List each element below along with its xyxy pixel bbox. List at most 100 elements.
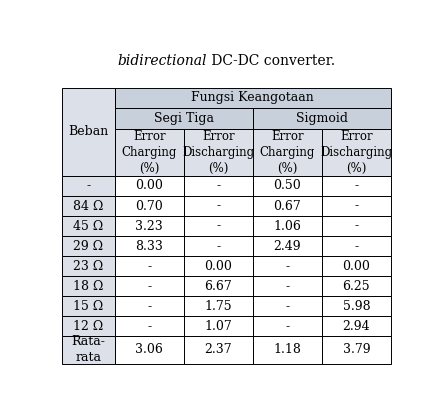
Bar [322, 196, 391, 216]
Text: -: - [285, 320, 290, 333]
Text: 3.06: 3.06 [135, 344, 163, 356]
Bar [115, 129, 184, 176]
Text: Error
Charging
(%): Error Charging (%) [122, 130, 177, 175]
Bar [62, 316, 115, 336]
Bar [322, 129, 391, 176]
Text: -: - [216, 220, 221, 233]
Bar [184, 256, 253, 276]
Text: 12 Ω: 12 Ω [73, 320, 103, 333]
Bar [322, 276, 391, 296]
Bar [184, 129, 253, 176]
Text: 2.49: 2.49 [274, 240, 301, 253]
Bar [322, 296, 391, 316]
Text: 1.18: 1.18 [274, 344, 301, 356]
Text: 0.00: 0.00 [343, 260, 370, 273]
Bar [115, 87, 391, 108]
Bar [115, 236, 184, 256]
Text: -: - [285, 260, 290, 273]
Bar [62, 216, 115, 236]
Text: -: - [285, 300, 290, 313]
Text: 0.00: 0.00 [204, 260, 232, 273]
Bar [253, 296, 322, 316]
Text: Error
Charging
(%): Error Charging (%) [259, 130, 315, 175]
Text: -: - [86, 180, 91, 192]
Text: Error
Discharging
(%): Error Discharging (%) [320, 130, 392, 175]
Text: -: - [216, 180, 221, 192]
Text: 45 Ω: 45 Ω [73, 220, 103, 233]
Text: Beban: Beban [68, 125, 109, 138]
Text: -: - [354, 220, 358, 233]
Bar [62, 87, 115, 176]
Text: Error
Discharging
(%): Error Discharging (%) [182, 130, 254, 175]
Text: Fungsi Keangotaan: Fungsi Keangotaan [191, 91, 314, 104]
Text: Segi Tiga: Segi Tiga [154, 112, 214, 125]
Text: bidirectional: bidirectional [118, 54, 207, 68]
Bar [62, 276, 115, 296]
Bar [253, 316, 322, 336]
Bar [115, 316, 184, 336]
Text: 6.67: 6.67 [205, 280, 232, 293]
Text: 0.70: 0.70 [135, 199, 163, 213]
Bar [322, 176, 391, 196]
Text: 0.67: 0.67 [274, 199, 301, 213]
Text: bidirectional DC-DC converter.: bidirectional DC-DC converter. [118, 54, 335, 68]
Bar [62, 256, 115, 276]
Bar [253, 276, 322, 296]
Text: 84 Ω: 84 Ω [73, 199, 103, 213]
Text: 1.07: 1.07 [205, 320, 232, 333]
Bar [115, 256, 184, 276]
Text: 5.98: 5.98 [343, 300, 370, 313]
Bar [184, 296, 253, 316]
Bar [62, 176, 115, 196]
Text: 1.75: 1.75 [205, 300, 232, 313]
Bar [115, 276, 184, 296]
Bar [322, 216, 391, 236]
Text: 23 Ω: 23 Ω [73, 260, 103, 273]
Text: 1.06: 1.06 [274, 220, 301, 233]
Text: 6.25: 6.25 [343, 280, 370, 293]
Bar [184, 316, 253, 336]
Text: 0.50: 0.50 [274, 180, 301, 192]
Text: 29 Ω: 29 Ω [73, 240, 103, 253]
Bar [253, 196, 322, 216]
Text: -: - [147, 280, 151, 293]
Text: 8.33: 8.33 [135, 240, 163, 253]
Bar [115, 176, 184, 196]
Bar [253, 216, 322, 236]
Bar [62, 236, 115, 256]
Text: 3.79: 3.79 [343, 344, 370, 356]
Bar [322, 236, 391, 256]
Bar [184, 176, 253, 196]
Text: 2.37: 2.37 [205, 344, 232, 356]
Bar [322, 316, 391, 336]
Text: -: - [354, 180, 358, 192]
Bar [62, 196, 115, 216]
Text: -: - [354, 240, 358, 253]
Text: -: - [216, 199, 221, 213]
Text: -: - [147, 320, 151, 333]
Bar [253, 336, 322, 363]
Bar [184, 336, 253, 363]
Text: 15 Ω: 15 Ω [73, 300, 103, 313]
Text: -: - [285, 280, 290, 293]
Bar [62, 296, 115, 316]
Text: 0.00: 0.00 [135, 180, 163, 192]
Text: -: - [216, 240, 221, 253]
Bar [115, 196, 184, 216]
Text: -: - [147, 260, 151, 273]
Bar [253, 236, 322, 256]
Bar [62, 336, 115, 363]
Text: 3.23: 3.23 [135, 220, 163, 233]
Bar [253, 176, 322, 196]
Bar [184, 216, 253, 236]
Bar [253, 256, 322, 276]
Bar [115, 108, 253, 129]
Text: Rata-
rata: Rata- rata [72, 335, 105, 365]
Text: -: - [354, 199, 358, 213]
Bar [253, 108, 391, 129]
Text: Sigmoid: Sigmoid [296, 112, 348, 125]
Bar [115, 296, 184, 316]
Text: 2.94: 2.94 [343, 320, 370, 333]
Bar [115, 336, 184, 363]
Bar [322, 336, 391, 363]
